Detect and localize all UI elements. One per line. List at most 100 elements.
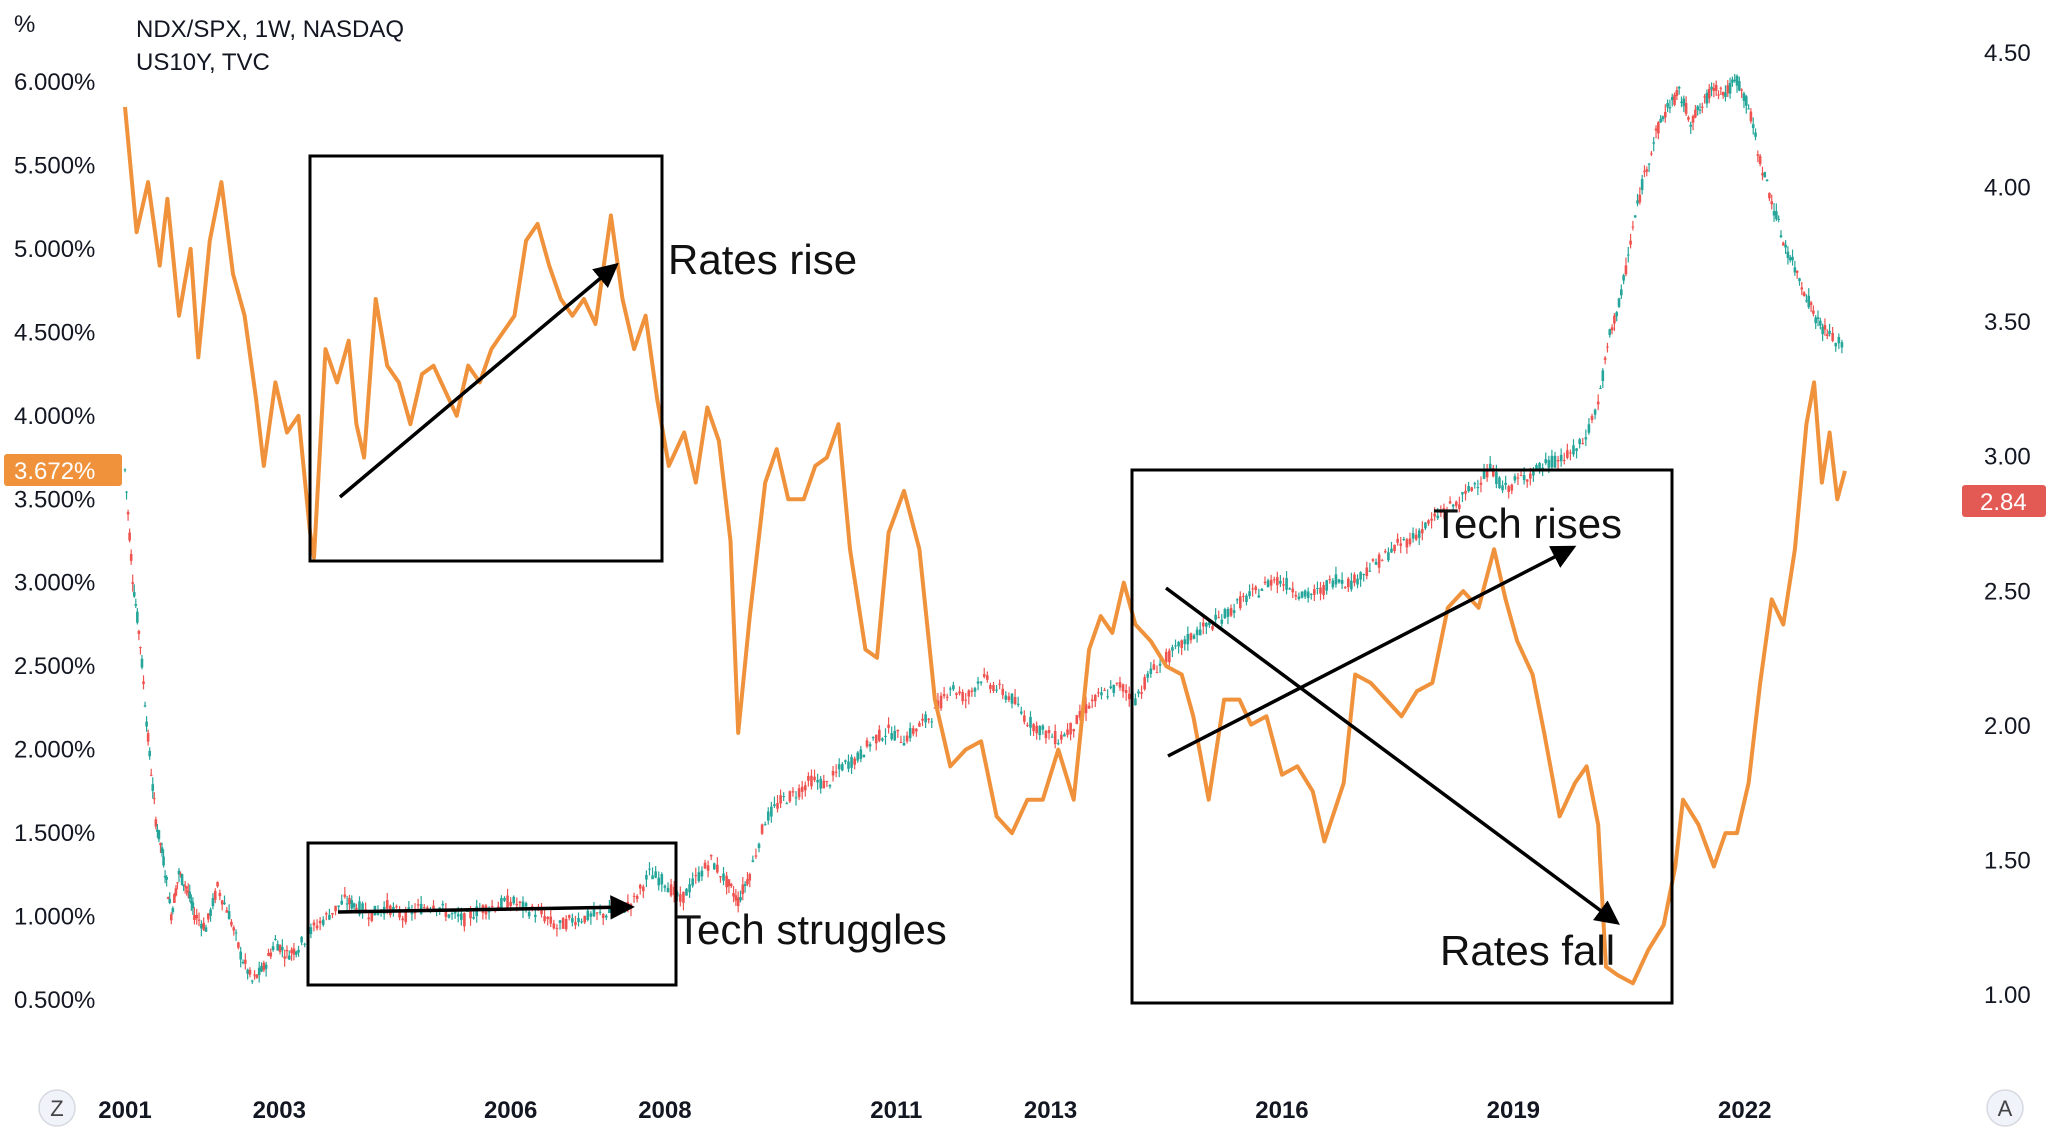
candle-body xyxy=(1103,689,1106,691)
candle-body xyxy=(1177,641,1180,647)
candle-body xyxy=(549,916,553,924)
candle-body xyxy=(1470,487,1473,491)
candle-body xyxy=(1569,452,1572,454)
candle-body xyxy=(1038,726,1042,736)
candle-body xyxy=(583,915,586,923)
candle-body xyxy=(1510,484,1514,491)
candle-body xyxy=(469,911,472,919)
candle-body xyxy=(1578,439,1581,445)
candle-body xyxy=(1063,734,1066,737)
candle-body xyxy=(1640,179,1644,191)
candle-body xyxy=(1666,103,1669,108)
legend-us10y[interactable]: US10Y, TVC xyxy=(136,49,270,76)
auto-scale-button[interactable]: A xyxy=(1986,1089,2024,1127)
candle-body xyxy=(1433,513,1436,517)
candle-body xyxy=(250,980,254,982)
candle-body xyxy=(1834,343,1838,347)
candle-body xyxy=(1393,544,1396,552)
candle-body xyxy=(1724,92,1727,98)
candle-body xyxy=(515,903,519,906)
zoom-reset-button[interactable]: Z xyxy=(38,1089,76,1127)
candle-body xyxy=(331,912,334,915)
candle-body xyxy=(862,754,866,758)
candle-body xyxy=(1010,693,1014,704)
candle-body xyxy=(1629,240,1632,245)
legend-ndx-spx[interactable]: NDX/SPX, 1W, NASDAQ xyxy=(136,16,404,43)
candle-body xyxy=(248,969,252,975)
candle-body xyxy=(1840,342,1844,348)
candle-body xyxy=(395,906,398,908)
candle-body xyxy=(1735,75,1739,86)
candle-body xyxy=(1647,163,1651,165)
candle-body xyxy=(1266,580,1270,588)
candle-body xyxy=(558,920,562,923)
candle-body xyxy=(139,647,142,649)
tech-rises-arrow xyxy=(1167,545,1577,758)
candle-body xyxy=(1152,664,1156,670)
candle-body xyxy=(719,876,722,878)
candle-body xyxy=(162,856,165,866)
candle-body xyxy=(1356,578,1359,585)
candle-body xyxy=(294,951,298,955)
candle-body xyxy=(884,735,887,738)
rates-rise-label: Rates rise xyxy=(668,236,857,283)
candle-body xyxy=(1442,508,1446,513)
candle-body xyxy=(642,886,645,892)
candle-body xyxy=(355,907,358,912)
candle-body xyxy=(601,913,605,918)
candle-body xyxy=(918,722,921,727)
candle-body xyxy=(182,884,185,887)
candle-body xyxy=(1714,84,1718,91)
candle-body xyxy=(1137,691,1140,694)
candle-body xyxy=(1754,132,1757,137)
candle-body xyxy=(1451,504,1455,507)
candle-body xyxy=(1319,587,1322,594)
tech-struggles-box xyxy=(306,841,678,987)
candle-body xyxy=(785,803,789,805)
candle-body xyxy=(274,939,277,941)
candle-body xyxy=(463,913,466,927)
candle-body xyxy=(1322,585,1325,595)
candle-body xyxy=(979,681,983,683)
candle-body xyxy=(1705,92,1709,104)
candle-body xyxy=(358,901,361,915)
candle-body xyxy=(1812,310,1815,314)
left-tick-label: 6.000% xyxy=(14,69,95,96)
candle-body xyxy=(1004,695,1008,700)
candle-body xyxy=(309,927,313,935)
candle-body xyxy=(1788,257,1792,261)
candle-body xyxy=(1300,591,1304,598)
candle-body xyxy=(1566,450,1569,458)
ndx-spx-candles xyxy=(123,73,1844,984)
candle-body xyxy=(1263,581,1267,584)
candle-body xyxy=(524,903,528,907)
candle-body xyxy=(791,791,795,793)
candle-body xyxy=(197,919,201,921)
candle-body xyxy=(173,894,176,903)
candle-body xyxy=(1164,651,1168,663)
candle-body xyxy=(1029,716,1032,728)
candle-body xyxy=(773,804,776,806)
candle-body xyxy=(237,942,240,948)
candle-body xyxy=(1118,682,1122,688)
candle-body xyxy=(1134,698,1137,706)
candle-body xyxy=(672,886,676,896)
right-axis: 4.50 4.00 3.50 3.00 2.50 2.00 1.50 1.00 xyxy=(1984,40,2031,1009)
candle-body xyxy=(1316,587,1319,589)
candle-body xyxy=(760,824,764,834)
candle-body xyxy=(1041,725,1045,730)
candle-body xyxy=(1657,122,1660,134)
candle-body xyxy=(1831,332,1834,341)
candle-body xyxy=(253,974,256,976)
candle-body xyxy=(1208,621,1211,626)
candle-body xyxy=(1390,548,1393,553)
candle-body xyxy=(874,734,878,744)
candle-body xyxy=(958,691,961,694)
candle-body xyxy=(1171,647,1174,651)
candle-body xyxy=(1661,116,1665,120)
candle-body xyxy=(234,932,238,934)
candle-body xyxy=(1617,298,1621,307)
candle-body xyxy=(902,743,906,746)
candle-body xyxy=(1687,117,1690,120)
